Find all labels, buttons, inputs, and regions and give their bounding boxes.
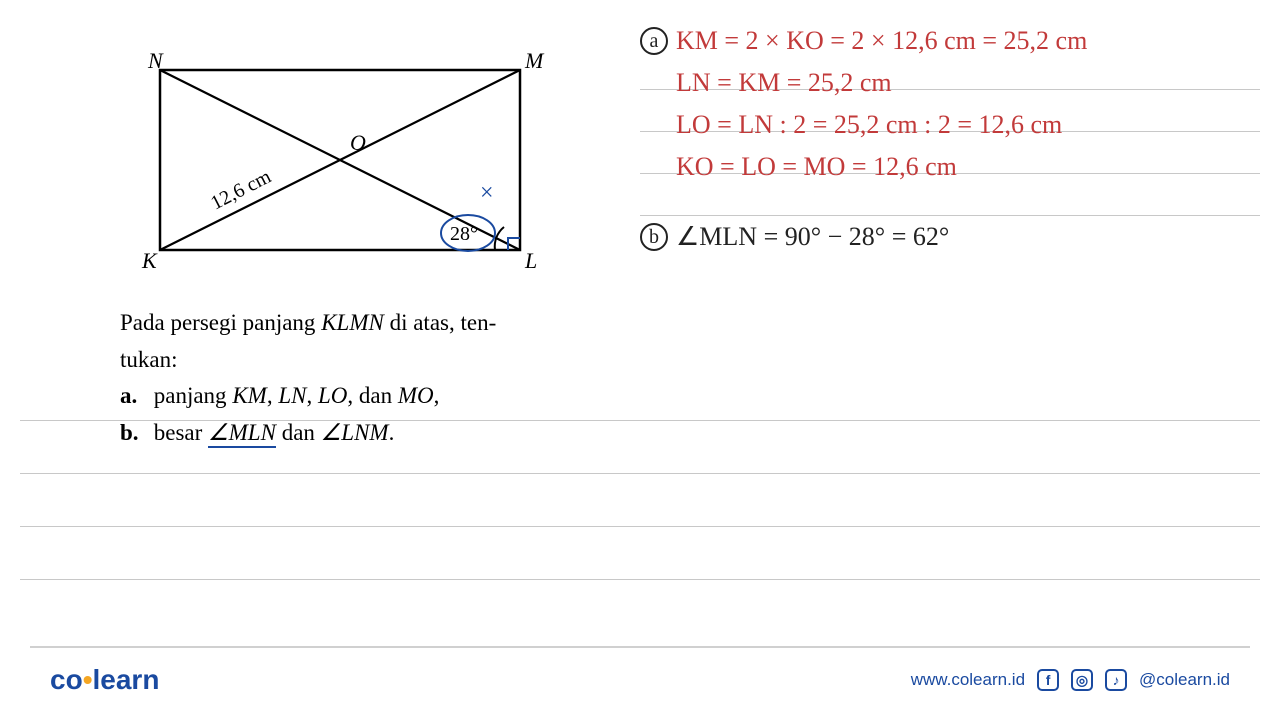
logo-pre: co <box>50 664 83 695</box>
footer-url: www.colearn.id <box>911 670 1025 690</box>
item-a-pre: panjang <box>154 383 233 408</box>
instagram-icon: ◎ <box>1071 669 1093 691</box>
answer-a3: LO = LN : 2 = 25,2 cm : 2 = 12,6 cm <box>676 105 1062 145</box>
answer-a4: KO = LO = MO = 12,6 cm <box>676 147 957 187</box>
answer-b1: ∠MLN = 90° − 28° = 62° <box>676 217 949 257</box>
problem-panel: N M K L O 12,6 cm 28° × Pada perse <box>120 50 600 452</box>
rectangle-diagram: N M K L O 12,6 cm 28° × <box>120 50 540 290</box>
answer-b-marker: b <box>640 223 668 251</box>
logo: co•learn <box>50 664 159 696</box>
vertex-l: L <box>524 248 537 273</box>
vertex-n: N <box>147 50 164 73</box>
svg-text:×: × <box>480 180 494 206</box>
ruled-lines <box>20 420 1260 632</box>
intro-1: Pada persegi panjang <box>120 310 321 335</box>
answer-a2: LN = KM = 25,2 cm <box>676 63 892 103</box>
vertex-k: K <box>141 248 158 273</box>
footer-divider <box>30 646 1250 648</box>
logo-dot: • <box>83 664 93 695</box>
tiktok-icon: ♪ <box>1105 669 1127 691</box>
logo-post: learn <box>93 664 160 695</box>
angle-28-label: 28° <box>450 223 478 245</box>
answer-a-marker: a <box>640 27 668 55</box>
vertex-m: M <box>524 50 545 73</box>
ko-length-label: 12,6 cm <box>207 165 275 214</box>
intro-klmn: KLMN <box>321 310 384 335</box>
answer-a1: KM = 2 × KO = 2 × 12,6 cm = 25,2 cm <box>676 21 1087 61</box>
facebook-icon: f <box>1037 669 1059 691</box>
center-o: O <box>350 130 366 155</box>
answers-panel: a KM = 2 × KO = 2 × 12,6 cm = 25,2 cm LN… <box>640 20 1260 258</box>
item-a-label: a. <box>120 379 148 414</box>
footer-handle: @colearn.id <box>1139 670 1230 690</box>
intro-3: tukan: <box>120 347 178 372</box>
footer: co•learn www.colearn.id f ◎ ♪ @colearn.i… <box>0 660 1280 700</box>
intro-2: di atas, ten- <box>384 310 496 335</box>
